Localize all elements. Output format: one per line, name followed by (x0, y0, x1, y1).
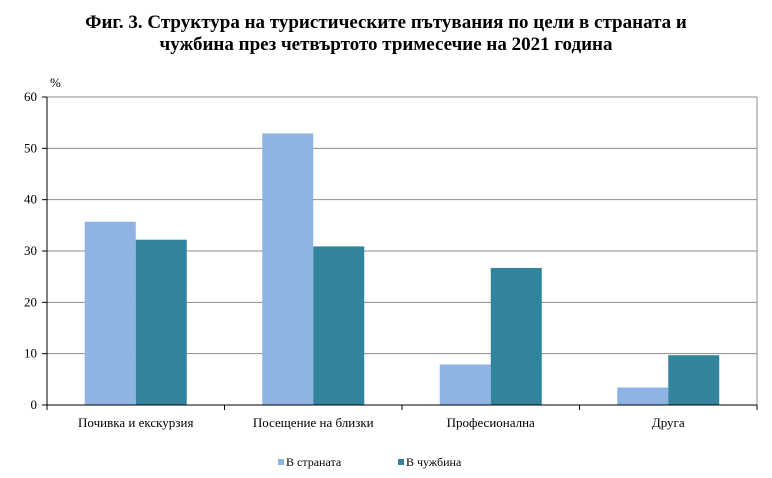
bar-abroad-1 (135, 239, 187, 405)
y-tick-labels: 0 10 20 30 40 50 60 (24, 89, 37, 412)
chart-title-line-2: чужбина през четвъртото тримесечие на 20… (159, 34, 613, 55)
category-label: Почивка и екскурзия (78, 415, 193, 430)
chart-title: Фиг. 3. Структура на туристическите пъту… (0, 12, 772, 56)
bar-abroad-2 (313, 246, 365, 405)
y-tick-label: 10 (24, 346, 37, 361)
legend-label-abroad: В чужбина (406, 455, 462, 469)
legend-swatch-domestic (278, 459, 284, 465)
y-tick-label: 0 (31, 397, 38, 412)
y-tick-label: 30 (24, 243, 37, 258)
category-label: Друга (652, 415, 685, 430)
bar-domestic-1 (84, 221, 136, 405)
y-tick-label: 20 (24, 294, 37, 309)
legend-swatch-abroad (398, 459, 404, 465)
y-tick-label: 40 (24, 192, 37, 207)
category-labels: Почивка и екскурзия Посещение на близки Пр… (78, 415, 685, 430)
y-axis-unit-label: % (50, 75, 61, 90)
bar-domestic-4 (617, 387, 669, 405)
legend-label-domestic: В страната (286, 455, 342, 469)
y-tick-label: 60 (24, 89, 37, 104)
category-label: Професионална (447, 415, 535, 430)
y-tick-label: 50 (24, 140, 37, 155)
bar-abroad-4 (668, 355, 720, 405)
legend: В страната В чужбина (278, 455, 462, 469)
category-label: Посещение на близки (253, 415, 374, 430)
chart-title-line-1: Фиг. 3. Структура на туристическите пъту… (85, 12, 687, 33)
bar-abroad-3 (490, 267, 542, 405)
bar-domestic-2 (262, 133, 314, 406)
bars (84, 133, 720, 406)
axes (46, 97, 758, 410)
bar-domestic-3 (439, 364, 491, 405)
